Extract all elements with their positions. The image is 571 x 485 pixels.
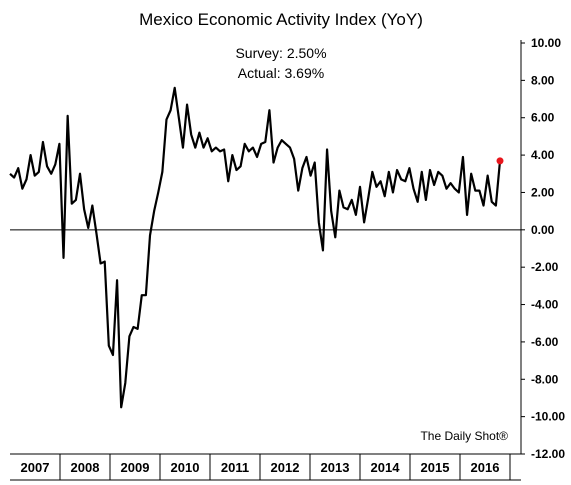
y-tick-label: -12.00 <box>531 447 565 461</box>
latest-value-marker <box>496 157 504 165</box>
x-tick-label: 2011 <box>221 460 249 475</box>
x-tick-label: 2016 <box>471 460 500 475</box>
y-axis: 10.00 8.00 6.00 4.00 2.00 0.00 -2.00 -4.00 -6.00… <box>521 36 565 461</box>
y-tick-label: 10.00 <box>531 36 561 50</box>
x-tick-label: 2015 <box>421 460 450 475</box>
x-tick-label: 2012 <box>271 460 300 475</box>
y-tick-label: 4.00 <box>531 148 555 162</box>
source-label: The Daily Shot® <box>420 429 508 443</box>
x-tick-label: 2010 <box>171 460 200 475</box>
y-tick-label: -10.00 <box>531 410 565 424</box>
series-line <box>9 86 502 409</box>
x-tick-label: 2013 <box>321 460 350 475</box>
x-tick-label: 2008 <box>71 460 100 475</box>
y-tick-label: -6.00 <box>531 335 559 349</box>
survey-annotation: Survey: 2.50% <box>235 45 326 61</box>
x-tick-label: 2007 <box>21 460 50 475</box>
y-tick-label: 6.00 <box>531 111 555 125</box>
x-tick-label: 2014 <box>371 460 401 475</box>
chart-title: Mexico Economic Activity Index (YoY) <box>139 10 423 29</box>
y-tick-label: -8.00 <box>531 372 559 386</box>
actual-annotation: Actual: 3.69% <box>238 65 324 81</box>
y-tick-label: 0.00 <box>531 223 555 237</box>
y-tick-label: 2.00 <box>531 185 555 199</box>
x-tick-label: 2009 <box>121 460 150 475</box>
y-tick-label: -2.00 <box>531 260 559 274</box>
y-tick-label: -4.00 <box>531 298 559 312</box>
x-axis: 2007 2008 2009 2010 2011 2012 2013 2014 2015 2016 <box>10 40 522 481</box>
y-tick-label: 8.00 <box>531 73 555 87</box>
